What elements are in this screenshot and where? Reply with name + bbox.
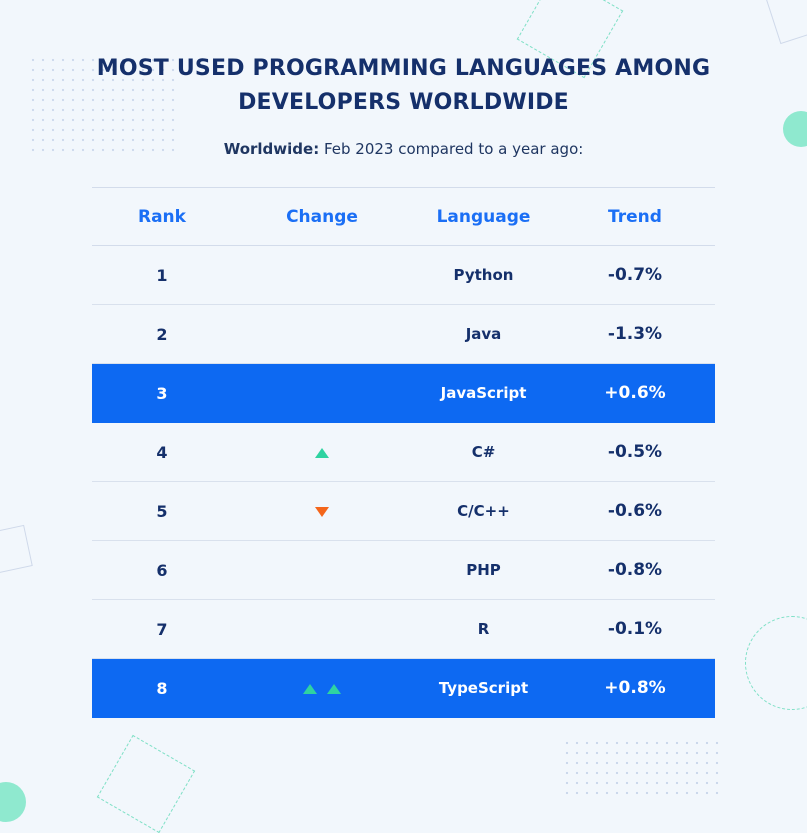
language-cell: C/C++ bbox=[457, 502, 510, 520]
column-header-language: Language bbox=[436, 206, 531, 227]
change-cell bbox=[232, 364, 412, 423]
change-cell bbox=[232, 246, 412, 305]
dot-pattern-decoration bbox=[28, 55, 180, 155]
table-row: 6 PHP -0.8% bbox=[92, 541, 715, 600]
change-cell bbox=[232, 659, 412, 718]
ring-decoration bbox=[745, 616, 807, 710]
up-triangle-icon bbox=[315, 448, 329, 458]
up-triangle-icon bbox=[303, 684, 317, 694]
table-row: 2 Java -1.3% bbox=[92, 305, 715, 364]
language-cell: JavaScript bbox=[440, 384, 527, 402]
change-cell bbox=[232, 305, 412, 364]
trend-cell: -0.8% bbox=[607, 560, 663, 580]
change-cell bbox=[232, 482, 412, 541]
column-header-rank: Rank bbox=[138, 206, 186, 227]
rank-cell: 3 bbox=[156, 383, 168, 403]
change-cell bbox=[232, 600, 412, 659]
trend-cell: -0.1% bbox=[607, 619, 663, 639]
title-line-1: MOST USED PROGRAMMING LANGUAGES AMONG bbox=[96, 56, 711, 81]
table-row: 1 Python -0.7% bbox=[92, 246, 715, 305]
circle-decoration bbox=[783, 111, 807, 147]
rank-cell: 5 bbox=[156, 501, 168, 521]
trend-cell: +0.6% bbox=[604, 383, 666, 403]
language-cell: Java bbox=[465, 325, 502, 343]
rank-cell: 6 bbox=[156, 560, 168, 580]
column-header-trend: Trend bbox=[608, 206, 662, 227]
table-row: 3 JavaScript +0.6% bbox=[92, 363, 715, 423]
rank-cell: 4 bbox=[156, 442, 168, 462]
change-cell bbox=[232, 541, 412, 600]
language-cell: Python bbox=[453, 266, 514, 284]
rank-cell: 2 bbox=[156, 324, 168, 344]
square-outline-decoration bbox=[96, 734, 196, 833]
subtitle-label: Worldwide: bbox=[223, 140, 320, 158]
dot-pattern-decoration bbox=[562, 738, 722, 798]
subtitle-text: Feb 2023 compared to a year ago: bbox=[319, 140, 584, 158]
table-row: 8 TypeScript +0.8% bbox=[92, 658, 715, 718]
rank-cell: 8 bbox=[156, 678, 168, 698]
language-cell: R bbox=[477, 620, 490, 638]
languages-table: Rank Change Language Trend 1 Python -0.7% 2… bbox=[92, 187, 715, 718]
language-cell: TypeScript bbox=[438, 679, 529, 697]
title-line-2: DEVELOPERS WORLDWIDE bbox=[238, 90, 569, 115]
rank-cell: 1 bbox=[156, 265, 168, 285]
up-triangle-icon bbox=[327, 684, 341, 694]
subtitle: Worldwide: Feb 2023 compared to a year a… bbox=[0, 140, 807, 158]
trend-cell: -0.7% bbox=[607, 265, 663, 285]
circle-decoration bbox=[0, 782, 26, 822]
trend-cell: -0.5% bbox=[607, 442, 663, 462]
column-header-change: Change bbox=[286, 206, 358, 227]
language-cell: PHP bbox=[466, 561, 501, 579]
table-header-row: Rank Change Language Trend bbox=[92, 187, 715, 246]
rank-cell: 7 bbox=[156, 619, 168, 639]
table-row: 4 C# -0.5% bbox=[92, 423, 715, 482]
square-outline-decoration bbox=[762, 0, 807, 45]
page-title: MOST USED PROGRAMMING LANGUAGES AMONG DE… bbox=[0, 52, 807, 120]
trend-cell: -0.6% bbox=[607, 501, 663, 521]
square-outline-decoration bbox=[0, 524, 33, 578]
down-triangle-icon bbox=[315, 507, 329, 517]
language-cell: C# bbox=[471, 443, 496, 461]
trend-cell: +0.8% bbox=[604, 678, 666, 698]
table-row: 7 R -0.1% bbox=[92, 600, 715, 659]
trend-cell: -1.3% bbox=[607, 324, 663, 344]
table-body: 1 Python -0.7% 2 Java -1.3% 3 JavaScript +0.6% 4 C… bbox=[92, 246, 715, 718]
change-cell bbox=[232, 423, 412, 482]
table-row: 5 C/C++ -0.6% bbox=[92, 482, 715, 541]
